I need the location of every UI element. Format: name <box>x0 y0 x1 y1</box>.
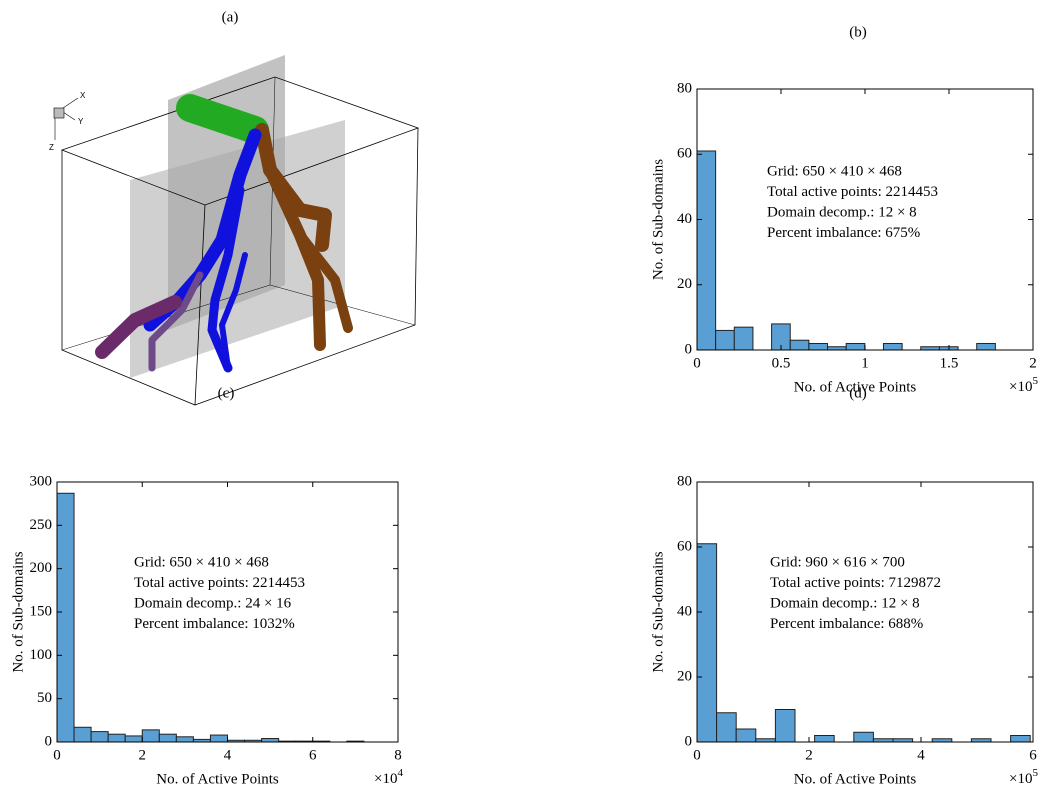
panel-label: (a) <box>222 9 239 25</box>
bar <box>696 543 718 743</box>
y-tick-label: 0 <box>685 341 693 357</box>
y-tick-label: 40 <box>677 603 692 619</box>
axes-frame <box>56 481 399 743</box>
bar <box>209 734 228 743</box>
panel-label: (b) <box>849 24 867 40</box>
bar <box>976 342 996 351</box>
x-multiplier: ×105 <box>1009 375 1038 396</box>
x-multiplier: ×104 <box>374 767 403 788</box>
bar <box>789 339 810 351</box>
bar <box>735 728 757 743</box>
annotation: Grid: 650 × 410 × 468 <box>767 163 902 179</box>
annotation: Total active points: 2214453 <box>767 184 938 200</box>
bar <box>56 492 75 743</box>
axis-indicator-label: Y <box>78 117 84 126</box>
multiplier-exponent: 5 <box>1032 767 1038 779</box>
annotation: Total active points: 7129872 <box>770 575 941 591</box>
x-tick-label: 4 <box>224 747 232 763</box>
bar <box>733 326 754 351</box>
y-axis-label: No. of Sub-domains <box>650 159 666 280</box>
annotation: Domain decomp.: 12 × 8 <box>767 204 917 220</box>
bar <box>716 712 737 743</box>
annotation: Grid: 960 × 616 × 700 <box>770 554 905 570</box>
axis-indicator-label: Z <box>49 143 54 152</box>
multiplier-base: ×10 <box>1009 771 1032 787</box>
y-tick-label: 100 <box>30 647 53 663</box>
bar <box>1010 735 1031 743</box>
bar <box>261 738 280 743</box>
x-tick-label: 2 <box>139 747 147 763</box>
y-tick-label: 300 <box>30 473 53 489</box>
x-tick-label: 0 <box>53 747 61 763</box>
annotation: Percent imbalance: 675% <box>767 225 920 241</box>
y-tick-label: 250 <box>30 517 53 533</box>
x-tick-label: 6 <box>1029 747 1037 763</box>
bar <box>882 342 903 351</box>
y-axis-label: No. of Sub-domains <box>10 551 26 672</box>
bar <box>141 729 160 743</box>
axes-frame <box>696 481 1034 743</box>
annotation: Domain decomp.: 12 × 8 <box>770 595 920 611</box>
y-tick-label: 40 <box>677 211 692 227</box>
x-axis-label: No. of Active Points <box>156 771 279 787</box>
x-axis-label: No. of Active Points <box>794 771 917 787</box>
y-tick-label: 20 <box>677 276 692 292</box>
annotation: Grid: 650 × 410 × 468 <box>134 554 269 570</box>
bar <box>774 709 796 743</box>
x-multiplier: ×105 <box>1009 767 1038 788</box>
x-tick-label: 0 <box>693 355 701 371</box>
multiplier-base: ×10 <box>1009 379 1032 395</box>
bar <box>696 150 717 351</box>
bar <box>90 731 109 743</box>
bar <box>808 342 829 351</box>
y-tick-label: 60 <box>677 146 692 162</box>
vessel-render: X Y Z <box>49 55 420 406</box>
x-tick-label: 1 <box>861 355 869 371</box>
annotation: Percent imbalance: 688% <box>770 616 923 632</box>
x-tick-label: 2 <box>805 747 813 763</box>
panel-label: (d) <box>849 385 867 401</box>
x-tick-label: 6 <box>309 747 317 763</box>
y-tick-label: 50 <box>37 690 52 706</box>
x-tick-label: 4 <box>917 747 925 763</box>
y-tick-label: 150 <box>30 603 53 619</box>
bar <box>814 735 835 743</box>
bar <box>845 342 866 351</box>
annotation: Total active points: 2214453 <box>134 575 305 591</box>
x-axis-label: No. of Active Points <box>794 379 917 395</box>
annotation: Percent imbalance: 1032% <box>134 616 295 632</box>
y-axis-label: No. of Sub-domains <box>650 551 666 672</box>
x-tick-label: 2 <box>1029 355 1037 371</box>
x-tick-label: 0.5 <box>772 355 791 371</box>
bar <box>124 735 143 743</box>
y-tick-label: 0 <box>45 733 53 749</box>
bar <box>853 731 874 743</box>
annotation: Domain decomp.: 24 × 16 <box>134 595 292 611</box>
x-tick-label: 1.5 <box>940 355 959 371</box>
multiplier-exponent: 4 <box>397 767 403 779</box>
y-tick-label: 0 <box>685 733 693 749</box>
bar <box>158 733 177 743</box>
bar <box>73 726 92 743</box>
bar <box>715 329 735 351</box>
y-tick-label: 20 <box>677 668 692 684</box>
axis-indicator-label: X <box>80 91 86 100</box>
y-tick-label: 200 <box>30 560 53 576</box>
y-tick-label: 60 <box>677 538 692 554</box>
multiplier-exponent: 5 <box>1032 375 1038 387</box>
bar <box>175 736 194 743</box>
bar <box>107 733 126 743</box>
multiplier-base: ×10 <box>374 771 397 787</box>
x-tick-label: 0 <box>693 747 701 763</box>
y-tick-label: 80 <box>677 473 692 489</box>
x-tick-label: 8 <box>394 747 402 763</box>
y-tick-label: 80 <box>677 80 692 96</box>
